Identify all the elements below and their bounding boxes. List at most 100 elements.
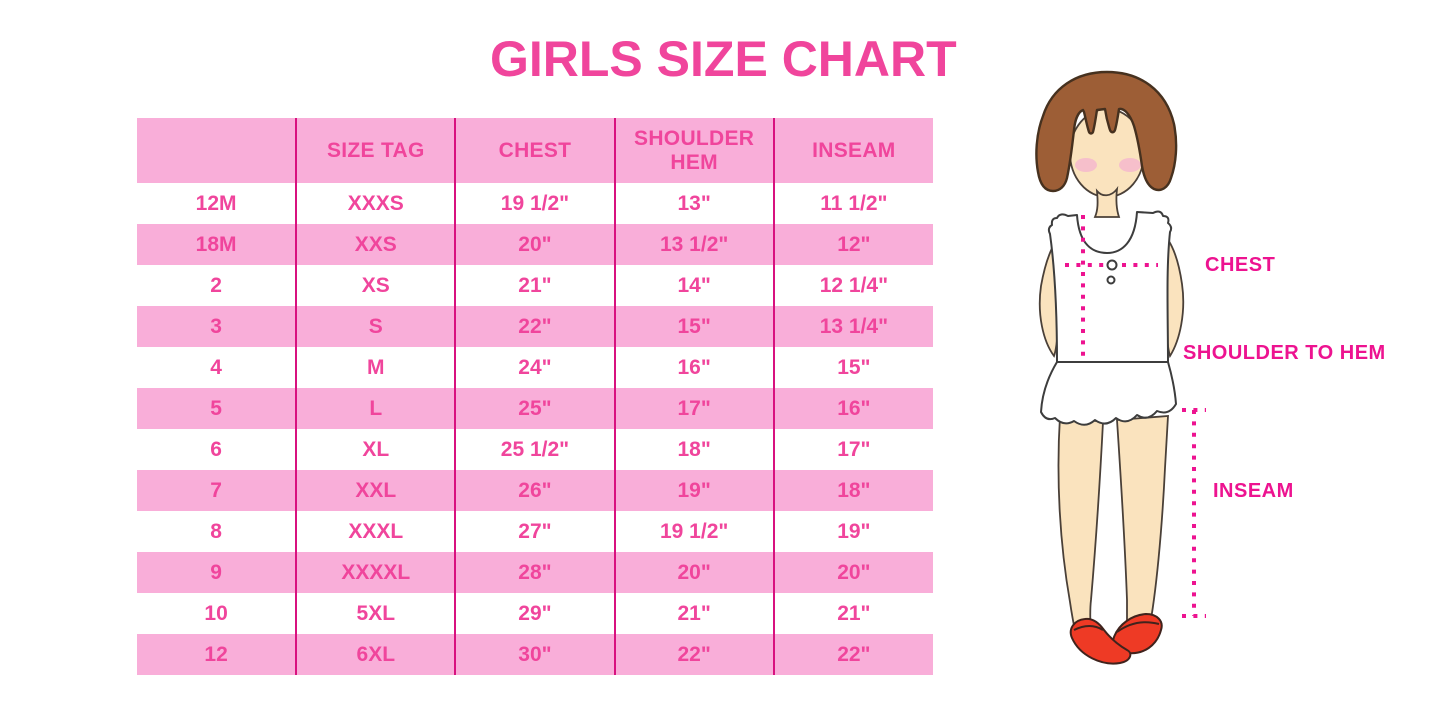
table-cell: 25 1/2"	[454, 429, 615, 470]
table-row: 9 XXXXL 28" 20" 20"	[137, 552, 933, 593]
table-row: 2 XS 21" 14" 12 1/4"	[137, 265, 933, 306]
table-cell: 5XL	[295, 593, 456, 634]
table-cell: L	[295, 388, 456, 429]
top-button-1	[1106, 259, 1118, 271]
table-cell: 20"	[454, 224, 615, 265]
table-cell: 17"	[772, 429, 933, 470]
measurement-figure: CHEST SHOULDER TO HEM INSEAM	[1010, 60, 1442, 720]
table-cell: 15"	[772, 347, 933, 388]
table-cell: 25"	[454, 388, 615, 429]
table-cell: 30"	[454, 634, 615, 675]
table-cell: XXXS	[295, 183, 456, 224]
table-row: 6 XL 25 1/2" 18" 17"	[137, 429, 933, 470]
top-bodice	[1047, 210, 1173, 363]
top-button-2	[1106, 275, 1116, 285]
table-cell: 18"	[772, 470, 933, 511]
table-cell: 13 1/2"	[613, 224, 774, 265]
table-row: 12 6XL 30" 22" 22"	[137, 634, 933, 675]
table-cell: 10	[137, 593, 297, 634]
size-table: SIZE TAG CHEST SHOULDER HEM INSEAM 12M XXXS 1…	[137, 118, 933, 675]
table-cell: 4	[137, 347, 297, 388]
table-row: 3 S 22" 15" 13 1/4"	[137, 306, 933, 347]
table-cell: 18"	[613, 429, 774, 470]
table-cell: 18M	[137, 224, 297, 265]
table-cell: 19 1/2"	[613, 511, 774, 552]
shoe-right-strap	[1116, 621, 1160, 633]
table-row: 18M XXS 20" 13 1/2" 12"	[137, 224, 933, 265]
table-cell: 3	[137, 306, 297, 347]
table-cell: 21"	[613, 593, 774, 634]
table-cell: 8	[137, 511, 297, 552]
table-cell: 12"	[772, 224, 933, 265]
table-cell: 19"	[613, 470, 774, 511]
table-cell: 5	[137, 388, 297, 429]
table-cell: M	[295, 347, 456, 388]
blush-right	[1119, 158, 1141, 172]
table-cell: 12 1/4"	[772, 265, 933, 306]
size-table-head: SIZE TAG CHEST SHOULDER HEM INSEAM	[137, 118, 933, 183]
neck	[1093, 185, 1121, 218]
table-cell: 14"	[613, 265, 774, 306]
table-cell: XXXL	[295, 511, 456, 552]
inseam-label: INSEAM	[1213, 480, 1294, 502]
table-cell: 16"	[613, 347, 774, 388]
table-cell: 24"	[454, 347, 615, 388]
table-cell: XXXXL	[295, 552, 456, 593]
table-row: 12M XXXS 19 1/2" 13" 11 1/2"	[137, 183, 933, 224]
table-cell: S	[295, 306, 456, 347]
table-cell: 9	[137, 552, 297, 593]
table-cell: 11 1/2"	[772, 183, 933, 224]
shoe-right	[1112, 612, 1163, 655]
table-cell: 21"	[772, 593, 933, 634]
table-cell: 26"	[454, 470, 615, 511]
table-row: 10 5XL 29" 21" 21"	[137, 593, 933, 634]
header-row: SIZE TAG CHEST SHOULDER HEM INSEAM	[137, 118, 933, 183]
table-cell: 15"	[613, 306, 774, 347]
shoe-left	[1069, 617, 1132, 665]
table-cell: 12	[137, 634, 297, 675]
table-cell: 13"	[613, 183, 774, 224]
table-cell: XXL	[295, 470, 456, 511]
table-cell: 13 1/4"	[772, 306, 933, 347]
table-cell: 19 1/2"	[454, 183, 615, 224]
table-cell: 19"	[772, 511, 933, 552]
table-cell: 17"	[613, 388, 774, 429]
table-cell: XS	[295, 265, 456, 306]
chest-label: CHEST	[1205, 254, 1276, 276]
girl-illustration	[1035, 70, 1206, 665]
shoulder-to-hem-label: SHOULDER TO HEM	[1183, 342, 1386, 364]
table-cell: 2	[137, 265, 297, 306]
table-cell: 22"	[454, 306, 615, 347]
blush-left	[1075, 158, 1097, 172]
table-cell: 28"	[454, 552, 615, 593]
column-header: SHOULDER HEM	[613, 118, 774, 183]
column-header: CHEST	[454, 118, 615, 183]
column-header: INSEAM	[772, 118, 933, 183]
skirt	[1040, 361, 1177, 426]
leg-left	[1057, 414, 1104, 637]
table-cell: 6XL	[295, 634, 456, 675]
table-row: 8 XXXL 27" 19 1/2" 19"	[137, 511, 933, 552]
table-cell: 22"	[772, 634, 933, 675]
column-header: SIZE TAG	[295, 118, 456, 183]
table-cell: 29"	[454, 593, 615, 634]
size-chart-table-container: SIZE TAG CHEST SHOULDER HEM INSEAM 12M XXXS 1…	[137, 118, 933, 675]
page-title: GIRLS SIZE CHART	[490, 31, 957, 87]
table-body: 12M XXXS 19 1/2" 13" 11 1/2" 18M XXS 20" 13 1/2"…	[137, 183, 933, 675]
table-cell: 6	[137, 429, 297, 470]
table-cell: 20"	[772, 552, 933, 593]
leg-right	[1116, 415, 1169, 636]
table-cell: 27"	[454, 511, 615, 552]
table-row: 5 L 25" 17" 16"	[137, 388, 933, 429]
table-cell: 22"	[613, 634, 774, 675]
shoe-left-strap	[1073, 625, 1104, 631]
table-cell: 21"	[454, 265, 615, 306]
table-row: 4 M 24" 16" 15"	[137, 347, 933, 388]
table-cell: XXS	[295, 224, 456, 265]
table-cell: 12M	[137, 183, 297, 224]
table-row: 7 XXL 26" 19" 18"	[137, 470, 933, 511]
column-header	[137, 118, 297, 183]
table-cell: 20"	[613, 552, 774, 593]
table-cell: 7	[137, 470, 297, 511]
